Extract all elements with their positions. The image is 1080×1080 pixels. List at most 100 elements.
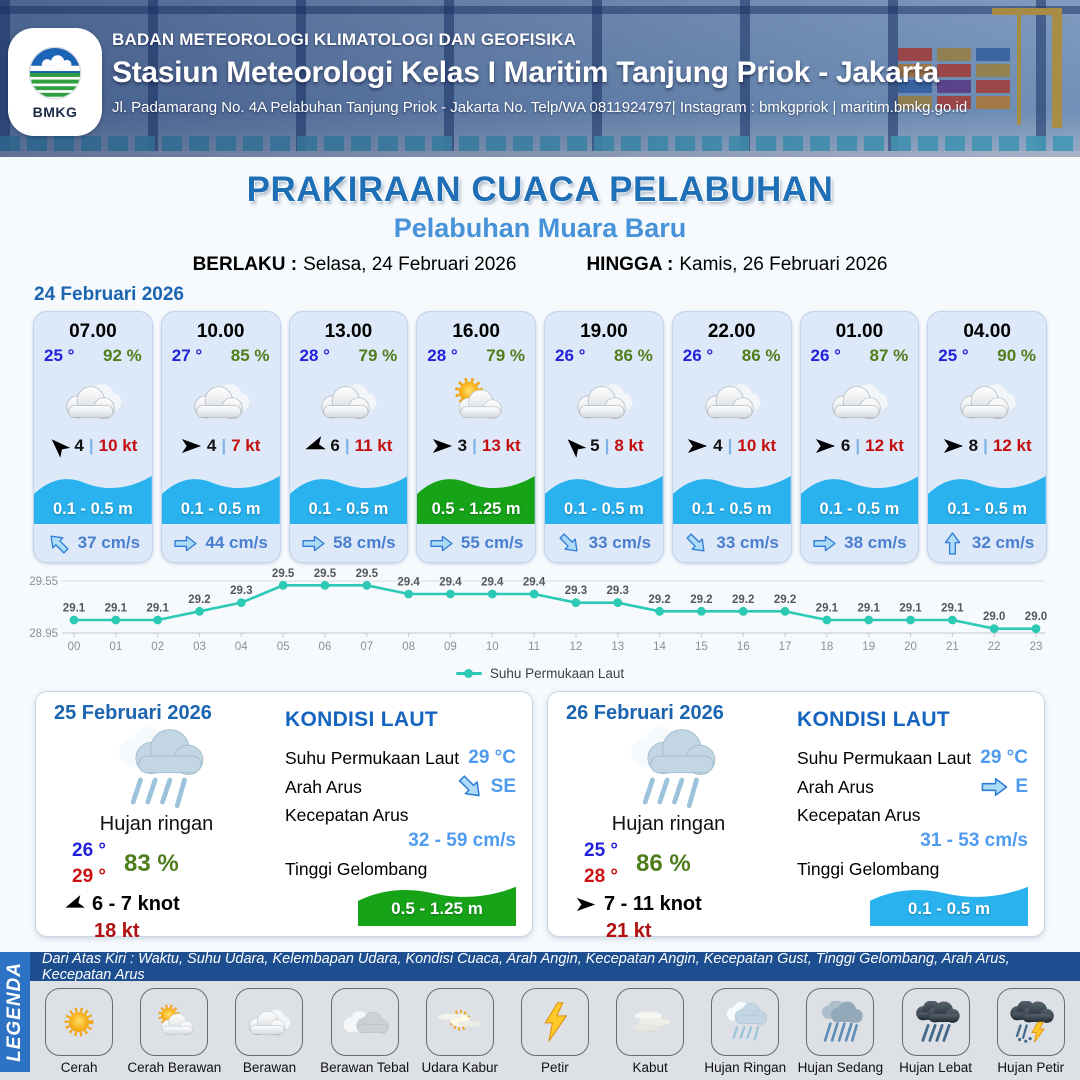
air-temperature: 25 ° bbox=[44, 346, 75, 365]
wave-height: 0.1 - 0.5 m bbox=[180, 500, 261, 518]
forecast-date: 24 Februari 2026 bbox=[34, 284, 184, 305]
chart-point bbox=[696, 606, 706, 616]
sea-current-speed: 32 - 59 cm/s bbox=[408, 830, 516, 851]
humidity: 86 % bbox=[614, 346, 653, 365]
wave-shape bbox=[34, 476, 152, 524]
chart-point bbox=[111, 615, 121, 625]
chart-point bbox=[947, 615, 957, 625]
temp-max: 28 ° bbox=[584, 865, 619, 887]
wave-height-row: Tinggi Gelombang bbox=[285, 859, 516, 880]
chart-point bbox=[864, 615, 874, 625]
current-speed: 32 cm/s bbox=[971, 533, 1035, 552]
legend-side-label: LEGENDA bbox=[4, 962, 25, 1062]
wave-shape bbox=[928, 476, 1046, 524]
legend-item-label: Hujan Sedang bbox=[797, 1060, 884, 1075]
air-temperature: 25 ° bbox=[938, 346, 969, 365]
current-row: 55 cm/s bbox=[417, 524, 535, 562]
chart-value-label: 29.1 bbox=[941, 603, 964, 615]
current-direction-icon bbox=[429, 534, 454, 553]
svg-text:04: 04 bbox=[235, 641, 248, 653]
day-cards-row: 25 Februari 2026 Hujan ringan 26 ° 29 ° … bbox=[35, 691, 1045, 942]
legend-item-label: Cerah Berawan bbox=[127, 1060, 222, 1075]
sst-chart: 29.55 28.95 00 01 02 03 04 05 06 07 08 09 10 11 12 13 14… bbox=[29, 568, 1047, 653]
day-wind-direction-icon bbox=[576, 897, 596, 912]
chart-legend: Suhu Permukaan Laut bbox=[0, 666, 1080, 681]
chart-point bbox=[822, 615, 832, 625]
wave-shape bbox=[161, 476, 280, 524]
current-direction-icon bbox=[554, 527, 585, 558]
valid-until-value: Kamis, 26 Februari 2026 bbox=[679, 254, 888, 275]
chart-value-label: 29.3 bbox=[565, 585, 587, 597]
legend-item: Petir bbox=[509, 988, 601, 1075]
day-temp-humidity: 26 ° 29 ° 83 % bbox=[72, 838, 259, 889]
chart-point bbox=[153, 615, 163, 625]
sea-conditions-heading: KONDISI LAUT bbox=[797, 708, 950, 731]
sea-conditions-column: KONDISI LAUT Suhu Permukaan Laut 29 °C A… bbox=[771, 702, 1028, 926]
svg-text:10: 10 bbox=[486, 641, 499, 653]
day-weather-name: Hujan ringan bbox=[611, 813, 726, 835]
valid-from-value: Selasa, 24 Februari 2026 bbox=[303, 254, 517, 275]
sst-label: Suhu Permukaan Laut bbox=[285, 747, 460, 768]
separator: | bbox=[727, 436, 733, 455]
chart-legend-marker bbox=[455, 669, 482, 678]
temp-humidity-row: 26 ° 86 % bbox=[545, 343, 663, 366]
temp-humidity-row: 26 ° 86 % bbox=[673, 343, 791, 366]
current-speed: 33 cm/s bbox=[716, 533, 779, 552]
wind-row: 3 | 13 kt bbox=[417, 436, 535, 456]
wind-row: 4 | 7 kt bbox=[162, 436, 280, 456]
day-wind-range: 7 - 11 knot bbox=[604, 893, 702, 916]
svg-text:06: 06 bbox=[319, 641, 332, 653]
current-direction-icon bbox=[43, 527, 74, 558]
legend-icon-box bbox=[235, 988, 304, 1056]
wave-band: 0.1 - 0.5 m bbox=[34, 468, 152, 524]
humidity: 85 % bbox=[230, 346, 270, 365]
air-temperature: 27 ° bbox=[171, 346, 203, 365]
bmkg-logo-text: BMKG bbox=[32, 104, 78, 120]
validity-row: BERLAKU : Selasa, 24 Februari 2026 HINGGA… bbox=[0, 254, 1080, 276]
chart-value-label: 29.2 bbox=[690, 594, 712, 606]
day-weather-icon-wrap bbox=[54, 725, 259, 813]
current-speed: 58 cm/s bbox=[333, 533, 396, 552]
chart-value-label: 29.1 bbox=[146, 603, 169, 615]
chart-point bbox=[906, 615, 915, 625]
chart-value-label: 29.5 bbox=[272, 568, 295, 580]
legend-icon-box bbox=[425, 988, 494, 1056]
day-weather-name: Hujan ringan bbox=[99, 813, 214, 835]
wave-height: 0.5 - 1.25 m bbox=[431, 500, 521, 518]
chart-value-label: 29.1 bbox=[63, 603, 86, 615]
wave-height: 0.1 - 0.5 m bbox=[308, 500, 389, 518]
temp-humidity-row: 28 ° 79 % bbox=[417, 343, 535, 366]
temp-min: 25 ° bbox=[584, 840, 619, 861]
current-row: 58 cm/s bbox=[290, 524, 408, 562]
wave-shape bbox=[672, 476, 791, 524]
svg-text:13: 13 bbox=[611, 641, 624, 653]
hour-forecast-card: 07.00 25 ° 92 % 4 | 10 kt 0.1 - 0.5 m 37… bbox=[33, 311, 153, 563]
legend-items-row: Cerah Cerah Berawan Berawan Berawan Teba… bbox=[30, 981, 1080, 1080]
current-row: 37 cm/s bbox=[34, 524, 152, 562]
air-temperature: 28 ° bbox=[299, 346, 330, 365]
day-temps: 25 ° 28 ° bbox=[584, 838, 618, 889]
chart-value-label: 29.1 bbox=[816, 603, 839, 615]
separator: | bbox=[983, 436, 988, 455]
legend-item: Berawan bbox=[223, 988, 315, 1075]
day-weather-icon-wrap bbox=[566, 725, 771, 813]
legend-weather-icon bbox=[241, 1001, 297, 1043]
current-speed-row: Kecepatan Arus bbox=[797, 805, 1028, 826]
chart-point bbox=[613, 598, 623, 608]
legend-item-label: Kabut bbox=[632, 1060, 668, 1075]
valid-until: HINGGA : Kamis, 26 Februari 2026 bbox=[586, 254, 887, 276]
current-direction-icon bbox=[943, 531, 962, 556]
wave-height: 0.1 - 0.5 m bbox=[819, 500, 900, 518]
wind-direction-icon bbox=[815, 438, 836, 454]
wave-band: 0.5 - 1.25 m bbox=[417, 468, 535, 524]
weather-icon bbox=[694, 373, 770, 429]
day-gust: 21 kt bbox=[606, 920, 652, 943]
svg-text:07: 07 bbox=[360, 641, 373, 653]
weather-icon bbox=[949, 373, 1025, 429]
legend-description: Dari Atas Kiri : Waktu, Suhu Udara, Kele… bbox=[30, 951, 1080, 983]
wave-shape bbox=[289, 476, 408, 524]
wind-row: 6 | 12 kt bbox=[801, 436, 919, 456]
valid-until-label: HINGGA : bbox=[586, 254, 674, 275]
temp-humidity-row: 27 ° 85 % bbox=[162, 343, 280, 366]
humidity: 79 % bbox=[486, 346, 525, 365]
